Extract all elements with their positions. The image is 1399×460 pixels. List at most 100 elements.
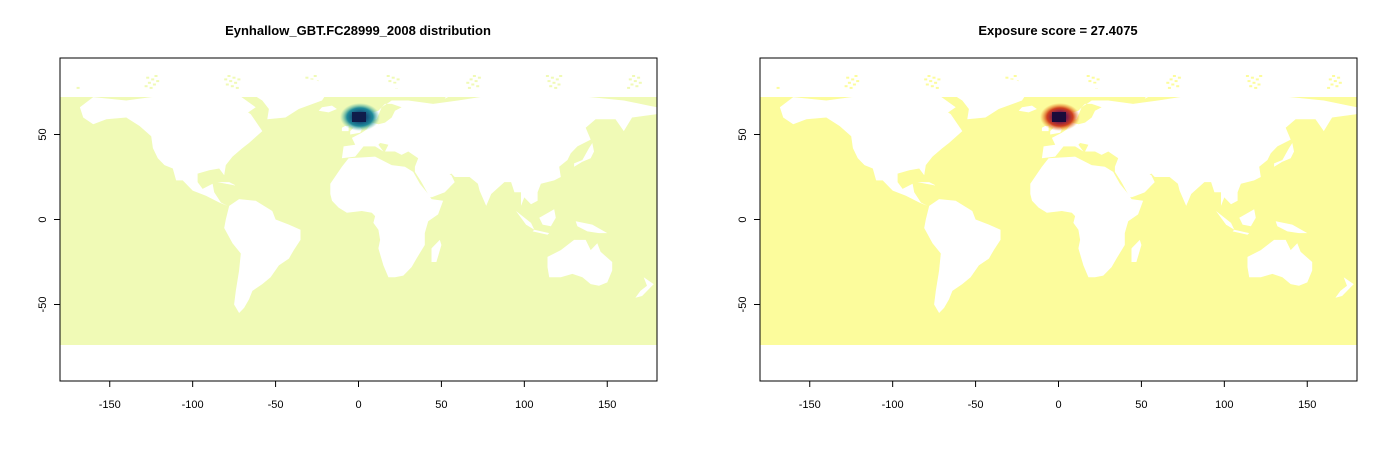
arctic-pixel (846, 76, 850, 79)
land-polygon (1239, 209, 1256, 227)
land-polygon (1018, 105, 1037, 113)
x-tick-label: -150 (799, 399, 821, 411)
arctic-pixel (1338, 81, 1342, 84)
arctic-pixel (559, 75, 563, 77)
density-core (352, 112, 366, 122)
land-polygon (1116, 158, 1155, 198)
arctic-pixel (1337, 76, 1341, 79)
arctic-pixel (1166, 81, 1170, 84)
arctic-pixel (229, 80, 233, 83)
arctic-pixel (550, 76, 554, 79)
arctic-pixel (149, 86, 153, 89)
arctic-pixel (1169, 78, 1173, 81)
arctic-pixel (1247, 80, 1251, 83)
land-polygon (416, 158, 455, 198)
arctic-pixel (1174, 80, 1178, 83)
land-polygon (532, 229, 550, 235)
arctic-pixel (638, 81, 642, 84)
land-polygon (635, 277, 654, 298)
x-axis: -150 -100 -50 0 50 100 150 (799, 381, 1316, 411)
arctic-pixel (1259, 75, 1263, 77)
arctic-pixel (393, 81, 397, 84)
arctic-pixel (1328, 78, 1332, 81)
land-masses (79, 76, 657, 313)
land-polygon (330, 156, 444, 278)
arctic-pixel (1096, 78, 1100, 81)
x-tick-label: 150 (598, 399, 616, 411)
x-tick-label: 50 (435, 399, 447, 411)
arctic-pixel (310, 78, 314, 81)
land-polygon (547, 239, 613, 286)
land-polygon (779, 95, 963, 206)
arctic-pixel (386, 75, 390, 77)
x-tick-label: 50 (1135, 399, 1147, 411)
arctic-pixel (627, 86, 631, 89)
arctic-pixel (1167, 86, 1171, 89)
arctic-pixel (932, 76, 936, 79)
arctic-pixel (929, 80, 933, 83)
arctic-pixel (224, 78, 228, 81)
arctic-pixel (391, 76, 395, 79)
arctic-pixel (76, 86, 80, 89)
y-tick-label: 0 (37, 216, 49, 222)
arctic-pixel (1172, 75, 1176, 77)
arctic-pixel (471, 83, 475, 86)
arctic-pixel (924, 78, 928, 81)
arctic-pixel (156, 80, 160, 83)
map-area (760, 75, 1357, 345)
arctic-pixel (230, 85, 234, 88)
arctic-pixel (1245, 75, 1249, 77)
land-polygon (909, 95, 956, 115)
arctic-pixel (476, 85, 480, 88)
arctic-pixel (1171, 83, 1175, 86)
arctic-pixel (935, 86, 939, 89)
arctic-pixel (776, 86, 780, 89)
map-title: Exposure score = 27.4075 (978, 23, 1137, 38)
arctic-pixel (637, 76, 641, 79)
arctic-pixel (557, 83, 561, 86)
arctic-pixel (235, 86, 239, 89)
arctic-pixel (927, 75, 931, 77)
land-polygon (1216, 211, 1235, 230)
arctic-pixel (1091, 76, 1095, 79)
y-tick-label: 50 (737, 128, 749, 140)
arctic-pixel (549, 85, 553, 88)
x-tick-label: 100 (515, 399, 533, 411)
land-polygon (159, 85, 213, 101)
arctic-pixel (305, 76, 309, 79)
y-tick-label: -50 (737, 297, 749, 313)
arctic-pixel (1010, 78, 1014, 81)
arctic-pixel (225, 83, 229, 86)
arctic-pixel (925, 83, 929, 86)
arctic-pixel (555, 78, 559, 81)
map-title: Eynhallow_GBT.FC28999_2008 distribution (225, 23, 491, 38)
arctic-pixel (937, 78, 941, 81)
land-masses (779, 76, 1357, 313)
arctic-pixel (1005, 76, 1009, 79)
arctic-pixel (1176, 85, 1180, 88)
land-polygon (575, 221, 608, 234)
arctic-pixel (1013, 75, 1017, 77)
arctic-pixel (234, 81, 238, 84)
arctic-pixel (1332, 75, 1336, 77)
land-polygon (1275, 221, 1308, 234)
arctic-pixel (154, 75, 158, 77)
land-polygon (1030, 156, 1144, 278)
land-polygon (217, 182, 236, 186)
arctic-pixel (152, 83, 156, 86)
land-polygon (431, 239, 442, 262)
land-polygon (539, 209, 556, 227)
exposure-map-svg: Exposure score = 27.4075 -150 -100 -50 0 50 1… (737, 23, 1358, 411)
arctic-pixel (1088, 80, 1092, 83)
arctic-pixel (237, 78, 241, 81)
arctic-pixel (1255, 78, 1259, 81)
arctic-pixel (854, 75, 858, 77)
land-polygon (1144, 90, 1172, 99)
arctic-pixel (930, 85, 934, 88)
arctic-pixel (147, 81, 151, 84)
arctic-pixel (1254, 86, 1258, 89)
arctic-pixel (1257, 83, 1261, 86)
x-tick-label: -150 (99, 399, 121, 411)
arctic-pixel (144, 85, 148, 88)
y-tick-label: 50 (37, 128, 49, 140)
